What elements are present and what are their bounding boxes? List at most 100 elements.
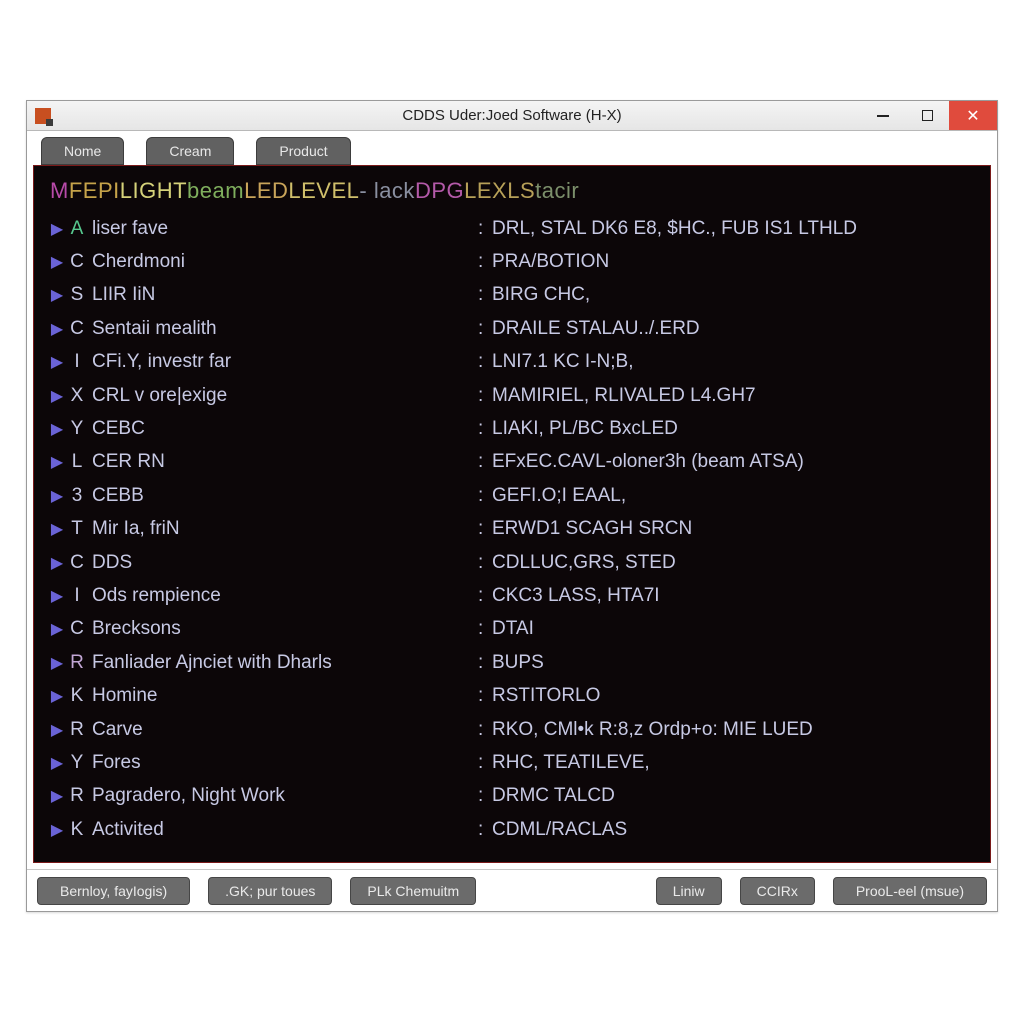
list-item[interactable]: ▶YCEBC:LIAKI, PL/BC BxcLED — [48, 412, 976, 445]
list-item[interactable]: ▶RFanliader Ajnciet with Dharls:BUPS — [48, 646, 976, 679]
list-item[interactable]: ▶CDDS:CDLLUC,GRS, STED — [48, 546, 976, 579]
item-label: CEBC — [88, 418, 478, 440]
list-item[interactable]: ▶YFores:RHC, TEATILEVE, — [48, 746, 976, 779]
expand-icon: ▶ — [48, 586, 66, 606]
expand-icon: ▶ — [48, 519, 66, 539]
item-value: DRL, STAL DK6 E8, $HC., FUB IS1 LTHLD — [492, 218, 976, 240]
item-code: S — [66, 284, 88, 306]
item-value: DRAILE STALAU../.ERD — [492, 318, 976, 340]
expand-icon: ▶ — [48, 219, 66, 239]
item-code: A — [66, 218, 88, 240]
list-item[interactable]: ▶CCherdmoni:PRA/BOTION — [48, 245, 976, 278]
bottom-button-1[interactable]: .GK; pur toues — [208, 877, 332, 905]
item-label: Mir Ia, friN — [88, 518, 478, 540]
list-item[interactable]: ▶RPagradero, Night Work:DRMC TALCD — [48, 780, 976, 813]
item-code: C — [66, 251, 88, 273]
header-segment: tacir — [535, 178, 579, 204]
header-segment: LEXLS — [464, 178, 535, 204]
item-code: R — [66, 719, 88, 741]
item-code: C — [66, 318, 88, 340]
item-value: BUPS — [492, 652, 976, 674]
list-item[interactable]: ▶IOds rempience:CKC3 LASS, HTA7I — [48, 579, 976, 612]
expand-icon: ▶ — [48, 386, 66, 406]
separator: : — [478, 785, 492, 807]
list-item[interactable]: ▶CSentaii mealith:DRAILE STALAU../.ERD — [48, 312, 976, 345]
separator: : — [478, 318, 492, 340]
header-segment: M — [50, 178, 69, 204]
expand-icon: ▶ — [48, 653, 66, 673]
list-item[interactable]: ▶Aliser fave:DRL, STAL DK6 E8, $HC., FUB… — [48, 212, 976, 245]
bottom-button-5[interactable]: ProoL-eel (msue) — [833, 877, 987, 905]
expand-icon: ▶ — [48, 686, 66, 706]
list-item[interactable]: ▶XCRL v ore|exige:MAMIRIEL, RLIVALED L4.… — [48, 379, 976, 412]
item-label: Ods rempience — [88, 585, 478, 607]
tab-cream[interactable]: Cream — [146, 137, 234, 165]
item-code: K — [66, 819, 88, 841]
item-value: CDLLUC,GRS, STED — [492, 552, 976, 574]
expand-icon: ▶ — [48, 352, 66, 372]
panel-wrap: M FEPI LIGHT beam LED LEVEL - lack DPG L… — [27, 165, 997, 869]
close-button[interactable]: ✕ — [949, 101, 997, 130]
expand-icon: ▶ — [48, 319, 66, 339]
item-label: liser fave — [88, 218, 478, 240]
item-code: C — [66, 552, 88, 574]
bottom-button-2[interactable]: PLk Chemuitm — [350, 877, 476, 905]
bottom-button-3[interactable]: Liniw — [656, 877, 722, 905]
title-bar: CDDS Uder:Joed Software (H‑X) ✕ — [27, 101, 997, 131]
separator: : — [478, 418, 492, 440]
list-item[interactable]: ▶SLIIR IiN:BIRG CHC, — [48, 279, 976, 312]
separator: : — [478, 485, 492, 507]
expand-icon: ▶ — [48, 419, 66, 439]
item-label: Cherdmoni — [88, 251, 478, 273]
list-item[interactable]: ▶TMir Ia, friN:ERWD1 SCAGH SRCN — [48, 513, 976, 546]
expand-icon: ▶ — [48, 820, 66, 840]
list-item[interactable]: ▶KActivited:CDML/RACLAS — [48, 813, 976, 846]
item-code: Y — [66, 752, 88, 774]
header-segment: DPG — [415, 178, 464, 204]
separator: : — [478, 218, 492, 240]
item-code: C — [66, 618, 88, 640]
separator: : — [478, 351, 492, 373]
list-item[interactable]: ▶ICFi.Y, investr far:LNI7.1 KC I-N;B, — [48, 346, 976, 379]
list-item[interactable]: ▶3CEBB:GEFI.O;I EAAL, — [48, 479, 976, 512]
item-code: R — [66, 785, 88, 807]
item-label: DDS — [88, 552, 478, 574]
item-value: LNI7.1 KC I-N;B, — [492, 351, 976, 373]
expand-icon: ▶ — [48, 786, 66, 806]
item-value: RSTITORLO — [492, 685, 976, 707]
bottom-bar: Bernloy, fayIogis) .GK; pur toues PLk Ch… — [27, 869, 997, 911]
minimize-button[interactable] — [861, 101, 905, 130]
separator: : — [478, 585, 492, 607]
separator: : — [478, 752, 492, 774]
tab-nome[interactable]: Nome — [41, 137, 124, 165]
tab-product[interactable]: Product — [256, 137, 350, 165]
item-value: DTAI — [492, 618, 976, 640]
item-code: T — [66, 518, 88, 540]
separator: : — [478, 552, 492, 574]
item-label: Fores — [88, 752, 478, 774]
app-icon — [35, 108, 51, 124]
item-label: Fanliader Ajnciet with Dharls — [88, 652, 478, 674]
bottom-button-0[interactable]: Bernloy, fayIogis) — [37, 877, 190, 905]
maximize-button[interactable] — [905, 101, 949, 130]
separator: : — [478, 819, 492, 841]
expand-icon: ▶ — [48, 285, 66, 305]
separator: : — [478, 284, 492, 306]
list-item[interactable]: ▶KHomine:RSTITORLO — [48, 679, 976, 712]
item-value: BIRG CHC, — [492, 284, 976, 306]
separator: : — [478, 518, 492, 540]
item-value: CDML/RACLAS — [492, 819, 976, 841]
item-value: GEFI.O;I EAAL, — [492, 485, 976, 507]
list-item[interactable]: ▶CBrecksons:DTAI — [48, 613, 976, 646]
header-segment: - lack — [359, 178, 415, 204]
header-segment: beam — [187, 178, 244, 204]
bottom-button-4[interactable]: CCIRx — [740, 877, 815, 905]
item-label: Brecksons — [88, 618, 478, 640]
item-list: ▶Aliser fave:DRL, STAL DK6 E8, $HC., FUB… — [48, 212, 976, 852]
item-value: CKC3 LASS, HTA7I — [492, 585, 976, 607]
list-item[interactable]: ▶RCarve:RKO, CMl•k R:8,z Ordp+o: MIE LUE… — [48, 713, 976, 746]
item-value: ERWD1 SCAGH SRCN — [492, 518, 976, 540]
expand-icon: ▶ — [48, 452, 66, 472]
item-code: 3 — [66, 485, 88, 507]
list-item[interactable]: ▶LCER RN:EFxEC.CAVL-oloner3h (beam ATSA) — [48, 446, 976, 479]
